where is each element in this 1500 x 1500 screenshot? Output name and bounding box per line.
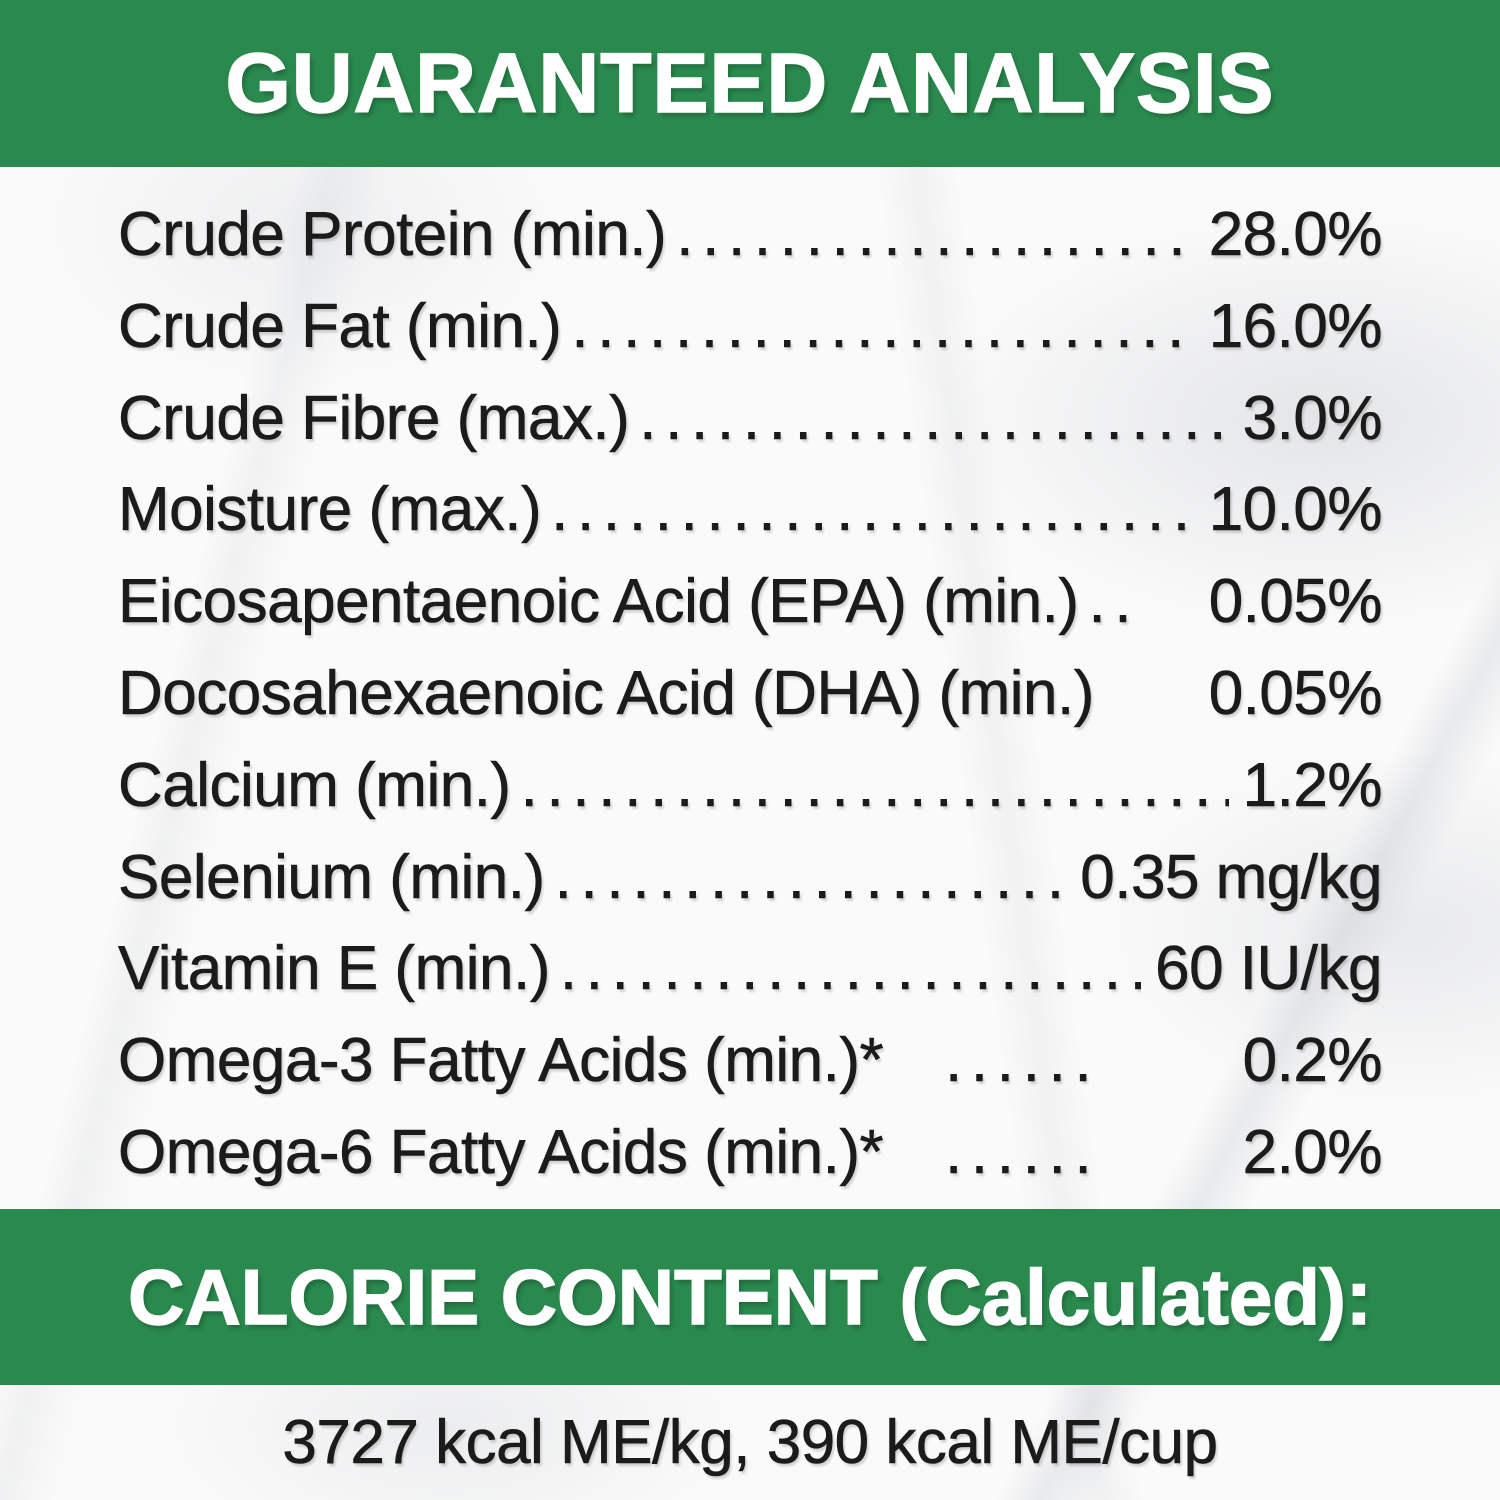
analysis-row-omega-6: Omega-6 Fatty Acids (min.)* ...... 2.0% (118, 1117, 1383, 1209)
guaranteed-analysis-banner: GUARANTEED ANALYSIS (0, 0, 1500, 167)
dot-leader: ................................ (559, 934, 1142, 1004)
dot-leader: ................................ (676, 200, 1195, 270)
nutrient-label: Crude Protein (min.) (118, 200, 667, 270)
analysis-row-omega-3: Omega-3 Fatty Acids (min.)* ...... 0.2% (118, 1025, 1383, 1117)
dot-leader: .. (1088, 567, 1141, 637)
nutrient-label: Omega-3 Fatty Acids (min.)* (118, 1026, 884, 1096)
analysis-row-crude-fibre: Crude Fibre (max.) .....................… (118, 383, 1383, 475)
guaranteed-analysis-table: Crude Protein (min.) ...................… (0, 167, 1500, 1209)
dot-leader: ................................ (571, 291, 1195, 361)
nutrient-value: 3.0% (1242, 383, 1382, 453)
nutrient-label: Selenium (min.) (118, 842, 546, 912)
dot-leader: ................................ (520, 750, 1228, 820)
nutrient-label: Moisture (max.) (118, 475, 542, 545)
nutrient-value: 16.0% (1208, 291, 1382, 361)
nutrient-label: Omega-6 Fatty Acids (min.)* (118, 1117, 884, 1188)
calorie-content-title: CALORIE CONTENT (Calculated): (127, 1252, 1372, 1342)
nutrient-value: 28.0% (1208, 200, 1382, 270)
calorie-values: 3727 kcal ME/kg, 390 kcal ME/cup (282, 1408, 1218, 1478)
nutrient-label: Calcium (min.) (118, 750, 512, 820)
analysis-row-epa: Eicosapentaenoic Acid (EPA) (min.) .. 0.… (118, 566, 1383, 658)
nutrient-label: Docosahexaenoic Acid (DHA) (min.) (118, 658, 1095, 729)
dot-leader: ................................ (554, 842, 1067, 912)
dot-leader: ...... (893, 1026, 1101, 1096)
dot-leader: ................................ (551, 475, 1195, 545)
calorie-content-banner: CALORIE CONTENT (Calculated): (0, 1209, 1500, 1385)
dot-leader: ................................ (639, 383, 1229, 453)
nutrient-label: Crude Fibre (max.) (118, 383, 630, 453)
analysis-row-crude-fat: Crude Fat (min.) .......................… (118, 291, 1383, 383)
nutrient-label: Eicosapentaenoic Acid (EPA) (min.) (118, 567, 1080, 637)
analysis-row-selenium: Selenium (min.) ........................… (118, 842, 1383, 934)
analysis-row-moisture: Moisture (max.) ........................… (118, 474, 1383, 566)
nutrient-value: 0.05% (1208, 567, 1382, 637)
analysis-row-vitamin-e: Vitamin E (min.) .......................… (118, 933, 1383, 1025)
guaranteed-analysis-title: GUARANTEED ANALYSIS (225, 35, 1275, 131)
analysis-row-crude-protein: Crude Protein (min.) ...................… (118, 199, 1383, 291)
nutrient-value: 60 IU/kg (1155, 934, 1383, 1004)
nutrient-value: 10.0% (1208, 475, 1382, 545)
analysis-row-dha: Docosahexaenoic Acid (DHA) (min.) 0.05% (118, 658, 1383, 750)
nutrient-value: 0.2% (1242, 1026, 1382, 1096)
nutrient-value: 2.0% (1242, 1117, 1382, 1188)
nutrient-label: Crude Fat (min.) (118, 291, 562, 361)
nutrient-value: 0.35 mg/kg (1080, 842, 1383, 912)
nutrient-value: 0.05% (1208, 658, 1382, 729)
dot-leader: ...... (893, 1117, 1101, 1188)
nutrient-label: Vitamin E (min.) (118, 934, 551, 1004)
nutrient-value: 1.2% (1242, 750, 1382, 820)
analysis-row-calcium: Calcium (min.) .........................… (118, 750, 1383, 842)
